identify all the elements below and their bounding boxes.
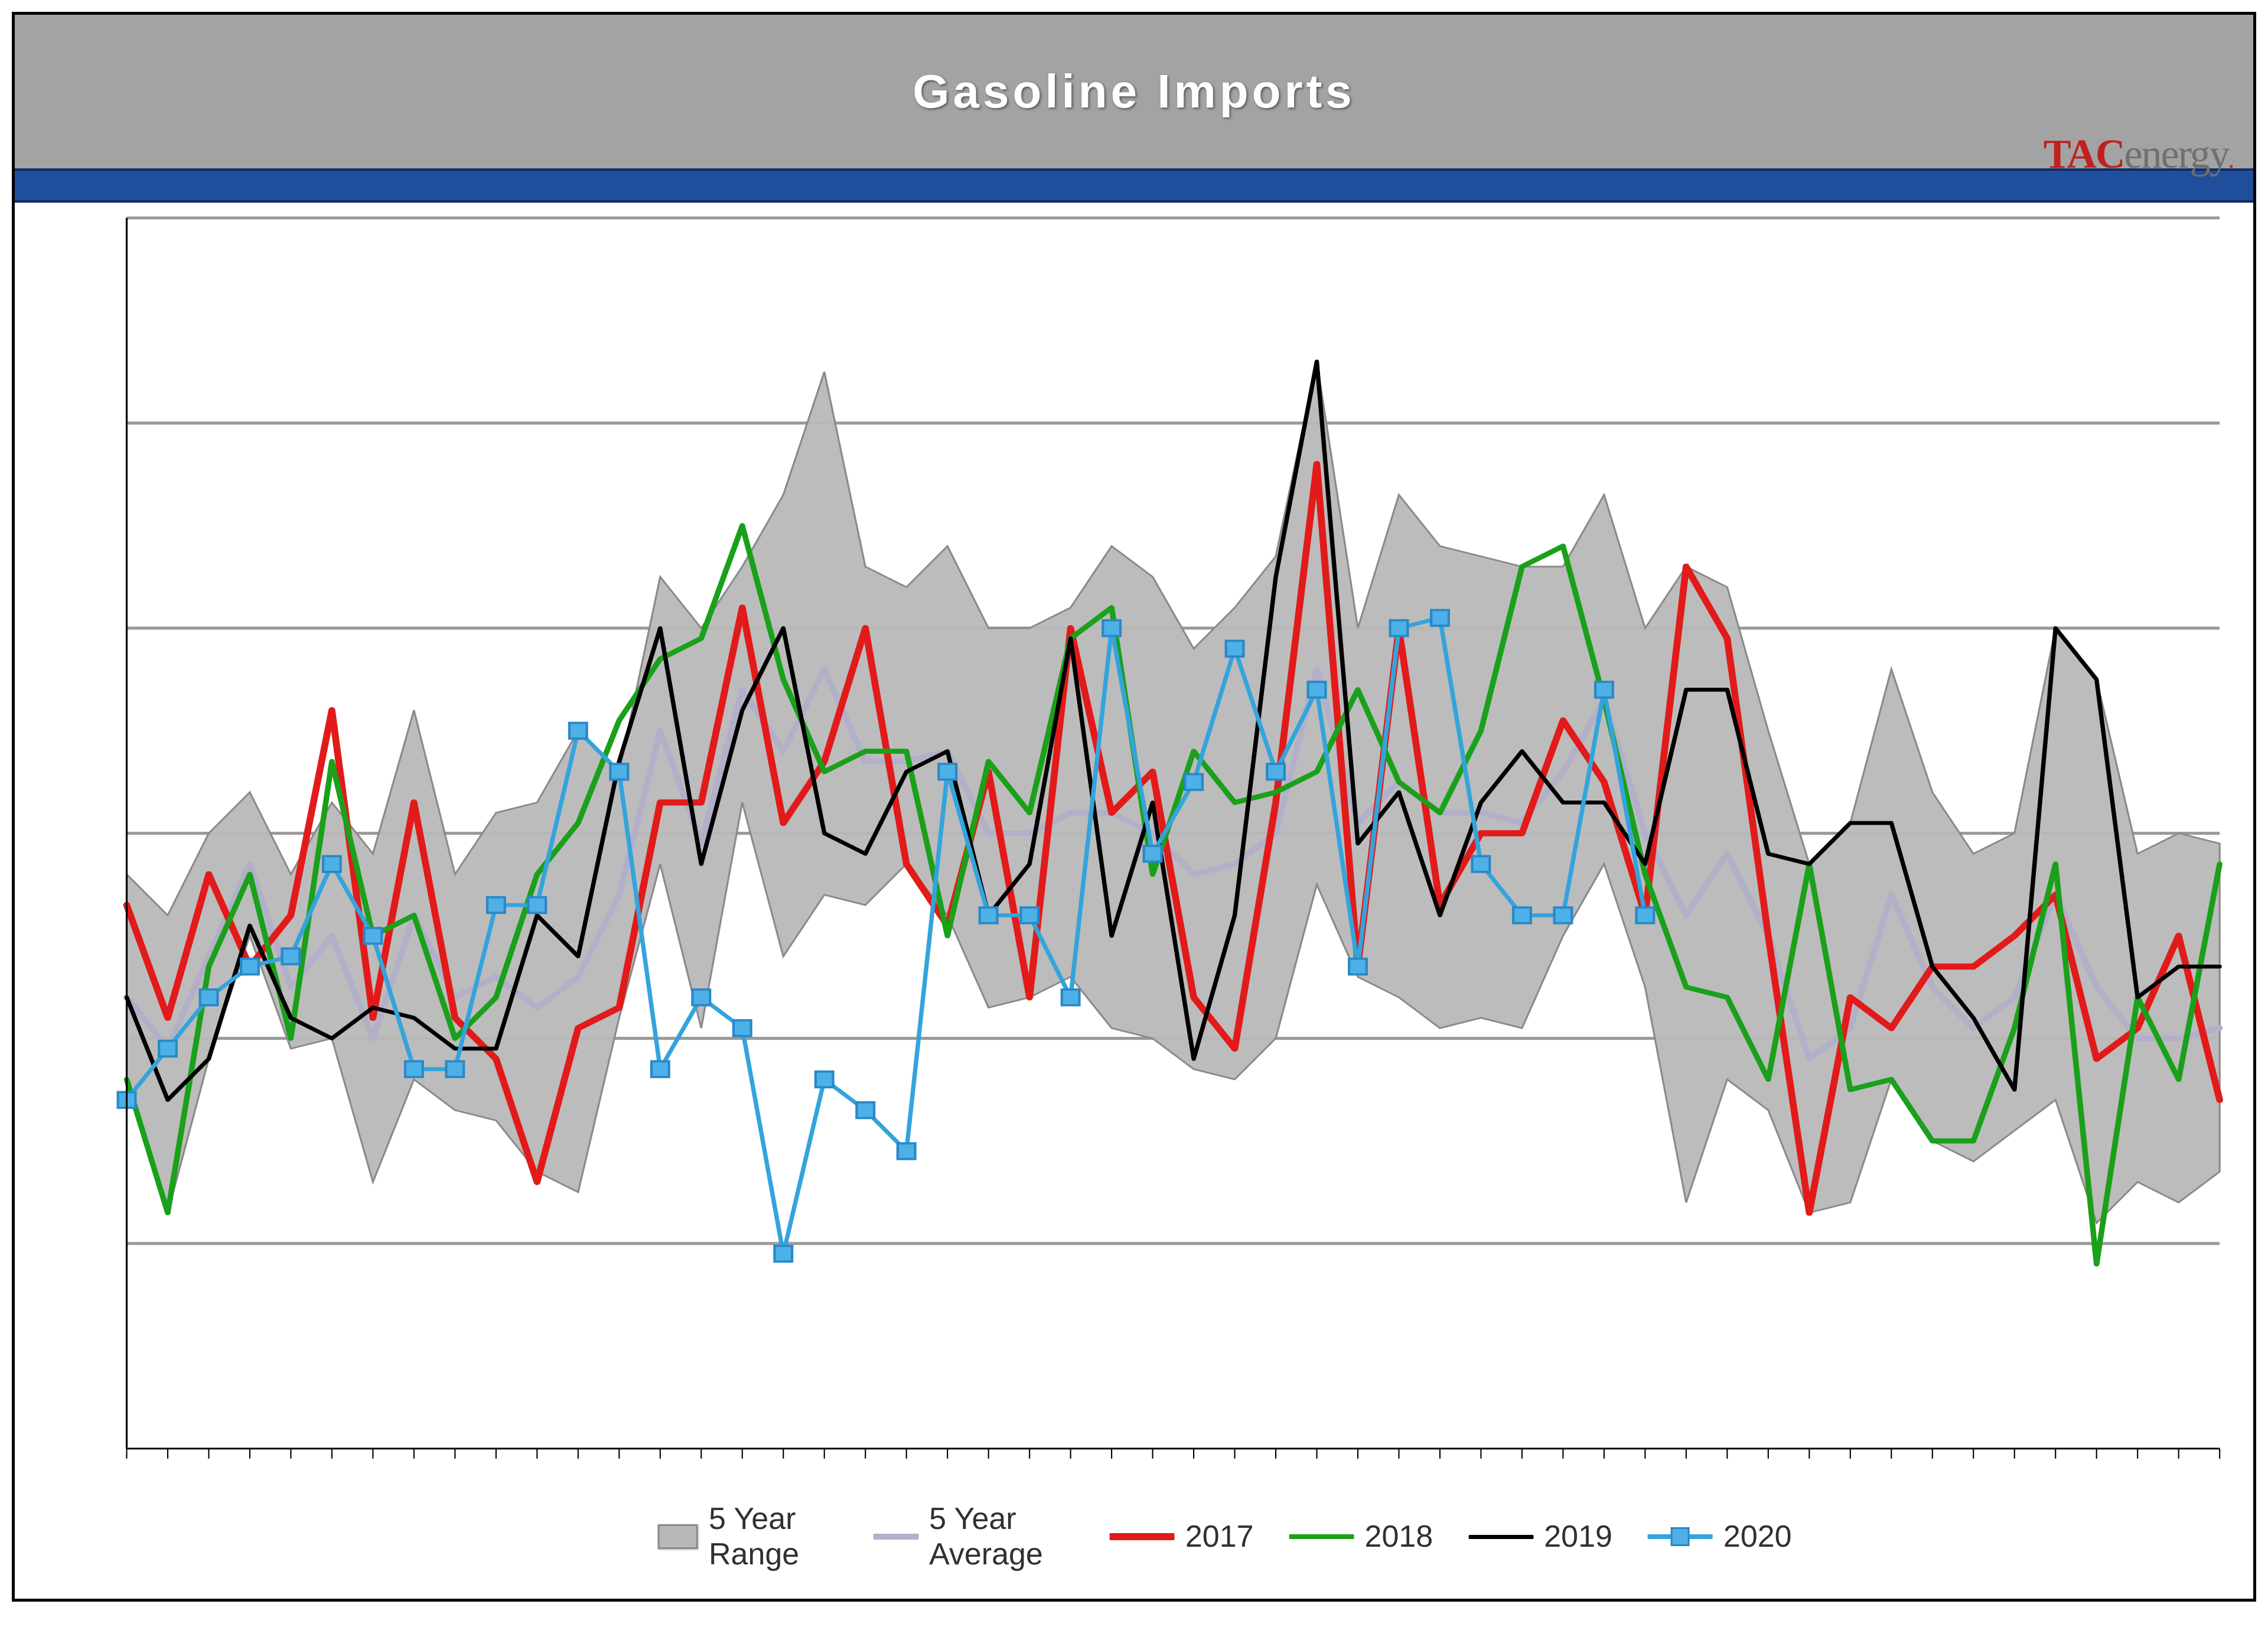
legend-swatch-2017 [1110,1533,1175,1540]
marker-2020 [898,1143,915,1159]
legend-item-2019: 2019 [1468,1519,1612,1554]
marker-2020 [487,897,505,913]
title-bar: Gasoline Imports [15,15,2253,168]
marker-2020 [816,1072,833,1088]
legend-swatch-avg [873,1534,918,1540]
marker-2020 [1349,959,1367,975]
marker-2020 [1555,907,1572,923]
logo-red-part: TAC [2044,132,2124,177]
marker-2020 [980,907,998,923]
marker-2020 [569,723,587,739]
marker-2020 [856,1102,874,1118]
legend-item-range: 5 Year Range [658,1501,838,1572]
marker-2020 [1595,682,1613,698]
marker-2020 [1144,846,1162,862]
marker-2020 [1513,907,1531,923]
marker-2020 [610,764,628,780]
legend-item-2020: 2020 [1648,1519,1792,1554]
chart-card: Gasoline Imports TACenergy. 5 Year Range… [0,0,2268,1643]
marker-2020 [939,764,956,780]
legend-label-avg: 5 Year Average [929,1501,1074,1572]
marker-2020 [1267,764,1285,780]
plot-area [15,198,2253,1599]
chart-svg [15,198,2253,1599]
marker-2020 [323,856,341,872]
marker-2020 [734,1020,751,1036]
logo-dot: . [2229,152,2233,172]
chart-title: Gasoline Imports [913,64,1355,119]
marker-2020 [200,990,218,1006]
legend-label-2017: 2017 [1185,1519,1254,1554]
marker-2020 [405,1061,423,1077]
legend-label-2018: 2018 [1365,1519,1433,1554]
marker-2020 [692,990,710,1006]
marker-2020 [1103,620,1120,636]
marker-2020 [1062,990,1080,1006]
marker-2020 [447,1061,464,1077]
legend-item-2017: 2017 [1110,1519,1254,1554]
marker-2020 [528,897,546,913]
legend-swatch-2019 [1468,1535,1533,1539]
marker-2020 [241,959,259,975]
legend: 5 Year Range 5 Year Average 2017 2018 2019 20… [658,1501,1792,1572]
marker-2020 [1226,641,1244,657]
marker-2020 [282,948,300,964]
marker-2020 [1431,610,1449,626]
legend-item-avg: 5 Year Average [873,1501,1074,1572]
legend-swatch-2020 [1648,1534,1713,1539]
legend-label-range: 5 Year Range [709,1501,838,1572]
logo-grey-part: energy [2124,132,2228,177]
marker-2020 [159,1041,177,1057]
marker-2020 [1390,620,1408,636]
marker-2020 [364,928,382,944]
legend-label-2020: 2020 [1723,1519,1792,1554]
legend-item-2018: 2018 [1289,1519,1433,1554]
legend-label-2019: 2019 [1544,1519,1612,1554]
marker-2020 [1021,907,1038,923]
marker-2020 [651,1061,669,1077]
legend-swatch-range [658,1524,698,1549]
marker-2020 [1472,856,1490,872]
marker-2020 [1185,774,1203,790]
marker-2020 [1637,907,1654,923]
marker-2020 [774,1246,792,1262]
brand-logo: TACenergy. [2044,130,2233,178]
marker-2020 [1308,682,1326,698]
legend-swatch-2018 [1289,1534,1354,1539]
